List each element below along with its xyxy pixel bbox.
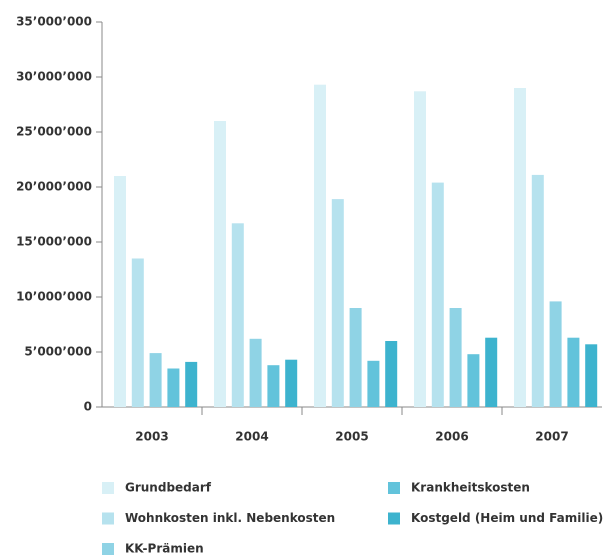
bar xyxy=(114,176,126,407)
bar xyxy=(214,121,226,407)
legend-swatch xyxy=(102,482,114,494)
bar xyxy=(449,308,462,407)
x-tick-label: 2007 xyxy=(535,430,568,444)
legend-label: Wohnkosten inkl. Nebenkosten xyxy=(125,511,335,525)
bar xyxy=(531,174,544,407)
bar xyxy=(585,344,598,407)
x-tick-label: 2004 xyxy=(235,430,268,444)
bar xyxy=(231,223,244,407)
bar xyxy=(385,341,398,407)
legend-swatch xyxy=(388,512,400,525)
bar xyxy=(249,338,262,407)
legend-swatch xyxy=(102,543,114,555)
bar xyxy=(131,258,144,407)
y-tick-label: 30’000’000 xyxy=(16,70,92,84)
y-tick-label: 15’000’000 xyxy=(16,235,92,249)
y-tick-label: 35’000’000 xyxy=(16,15,92,29)
bar xyxy=(514,88,526,407)
bar xyxy=(367,360,380,407)
legend-label: Krankheitskosten xyxy=(411,481,530,495)
x-tick-label: 2005 xyxy=(335,430,368,444)
bar xyxy=(467,354,480,407)
bar xyxy=(167,368,180,407)
bar xyxy=(485,337,498,407)
legend-label: Kostgeld (Heim und Familie) xyxy=(411,511,603,525)
bar xyxy=(549,301,562,407)
bar xyxy=(567,337,580,407)
legend-swatch xyxy=(102,512,114,525)
y-tick-label: 25’000’000 xyxy=(16,125,92,139)
bar xyxy=(185,361,198,407)
legend-label: KK-Prämien xyxy=(125,542,204,556)
bar xyxy=(285,359,298,407)
y-tick-label: 5’000’000 xyxy=(24,345,92,359)
bar xyxy=(331,199,344,407)
legend-label: Grundbedarf xyxy=(125,481,212,495)
legend-swatch xyxy=(388,482,400,494)
bar xyxy=(267,365,280,407)
x-tick-label: 2003 xyxy=(135,430,168,444)
y-tick-label: 20’000’000 xyxy=(16,180,92,194)
bar xyxy=(349,308,362,407)
bar xyxy=(414,91,426,408)
x-tick-label: 2006 xyxy=(435,430,468,444)
y-tick-label: 0 xyxy=(84,400,92,414)
bar xyxy=(431,182,444,407)
bar xyxy=(149,353,162,407)
bar xyxy=(314,84,326,407)
y-tick-label: 10’000’000 xyxy=(16,290,92,304)
